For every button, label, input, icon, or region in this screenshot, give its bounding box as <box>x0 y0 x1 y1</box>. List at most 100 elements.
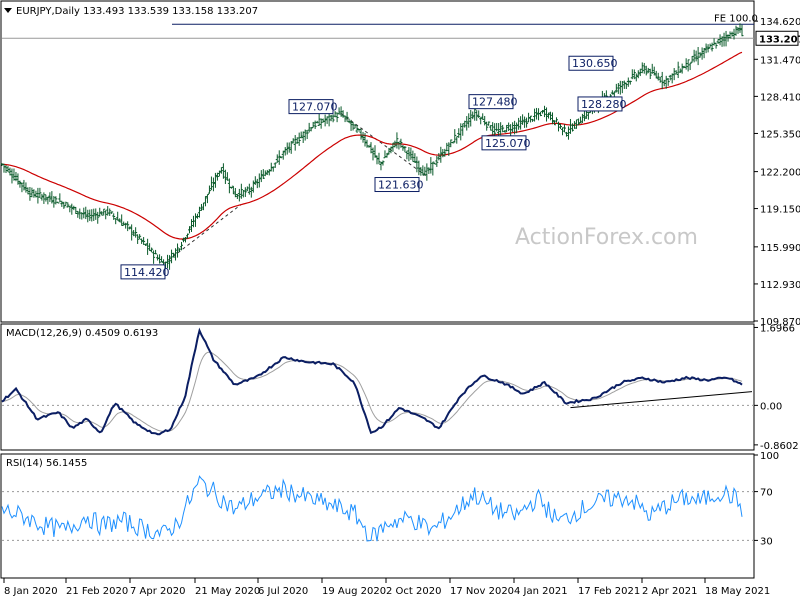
price-bar <box>112 213 116 220</box>
price-tick-label: 125.350 <box>760 129 800 140</box>
price-bar <box>327 112 331 127</box>
svg-text:130.650: 130.650 <box>572 57 618 70</box>
price-bar <box>225 172 229 181</box>
price-bar <box>501 124 505 133</box>
price-bar <box>545 107 549 122</box>
price-bar <box>495 122 499 132</box>
price-bar <box>497 123 501 136</box>
price-bar <box>632 69 636 80</box>
price-bar <box>692 49 696 63</box>
price-bar <box>445 142 449 152</box>
price-bar <box>347 118 351 123</box>
annotation-121-630: 121.630 <box>374 177 424 193</box>
price-bar <box>150 247 154 253</box>
price-bar <box>76 210 80 218</box>
price-bar <box>120 214 124 227</box>
price-bar <box>369 142 373 154</box>
price-bar <box>299 131 303 139</box>
price-bar <box>166 254 170 269</box>
price-bar <box>56 201 60 204</box>
price-bar <box>217 170 221 177</box>
price-bar <box>676 61 680 79</box>
price-bar <box>110 211 114 214</box>
current-price-label: 133.207 <box>759 34 800 45</box>
price-bar <box>686 59 690 72</box>
price-bar <box>349 119 353 131</box>
price-bar <box>357 128 361 132</box>
price-bar <box>423 166 427 176</box>
price-bar <box>239 183 243 199</box>
price-bar <box>425 163 429 181</box>
annotation-128-280: 128.280 <box>577 96 627 112</box>
macd-line <box>1 327 743 436</box>
price-bar <box>734 25 738 36</box>
price-bar <box>389 146 393 154</box>
x-tick-label: 6 Jul 2020 <box>258 586 308 597</box>
price-bar <box>395 132 399 149</box>
price-bar <box>30 187 34 198</box>
price-bar <box>203 195 207 207</box>
price-bar <box>68 205 72 213</box>
price-bar <box>52 195 56 208</box>
price-bar <box>313 120 317 129</box>
price-bar <box>82 207 86 219</box>
price-bar <box>429 157 433 174</box>
price-bar <box>515 122 519 134</box>
price-bar <box>572 121 576 129</box>
price-bar <box>702 47 706 59</box>
price-bar <box>355 125 359 133</box>
price-bar <box>193 213 197 227</box>
price-bar <box>261 169 265 179</box>
x-tick-label: 17 Nov 2020 <box>450 586 514 597</box>
macd-panel-title: MACD(12,26,9) 0.4509 0.6193 <box>6 328 158 339</box>
price-bar <box>215 172 219 181</box>
price-bar <box>666 78 670 86</box>
price-bar <box>377 152 381 165</box>
price-bar <box>441 149 445 158</box>
price-bar <box>724 30 728 47</box>
price-bar <box>405 150 409 160</box>
price-bar <box>187 226 191 234</box>
annotation-127-070: 127.070 <box>288 99 338 115</box>
macd-panel <box>0 323 755 451</box>
price-bar <box>134 227 138 238</box>
price-bar <box>507 122 511 132</box>
price-bar <box>626 77 630 87</box>
price-bar <box>431 161 435 176</box>
annotation-125-070: 125.070 <box>481 135 531 151</box>
price-bar <box>189 219 193 232</box>
price-bar <box>140 238 144 244</box>
price-bar <box>233 187 237 198</box>
price-bar <box>578 116 582 124</box>
price-bar <box>48 192 52 202</box>
price-bar <box>453 129 457 143</box>
price-bar <box>265 169 269 176</box>
price-bar <box>437 153 441 161</box>
rsi-tick-label: 100 <box>760 451 779 462</box>
dropdown-arrow-icon[interactable] <box>4 8 12 13</box>
price-bar <box>576 118 580 126</box>
macd-tick-label: -0.8602 <box>760 441 799 452</box>
price-bar <box>172 252 176 258</box>
x-tick-label: 2 Oct 2020 <box>386 586 441 597</box>
price-bar <box>343 115 347 123</box>
price-bar <box>307 122 311 133</box>
price-bar <box>367 145 371 148</box>
price-bar <box>287 142 291 153</box>
price-bar <box>263 170 267 177</box>
price-bar <box>98 207 102 217</box>
price-bar <box>612 91 616 98</box>
price-bar <box>275 154 279 163</box>
price-bar <box>371 147 375 161</box>
price-bar <box>465 116 469 131</box>
price-bar <box>315 120 319 124</box>
price-bar <box>6 166 10 173</box>
price-bar <box>26 187 30 195</box>
price-bar <box>670 73 674 84</box>
price-bar <box>323 114 327 127</box>
price-bar <box>184 237 188 243</box>
price-bar <box>36 187 40 204</box>
price-bar <box>553 120 557 126</box>
price-bar <box>401 145 405 151</box>
price-bar <box>449 139 453 148</box>
